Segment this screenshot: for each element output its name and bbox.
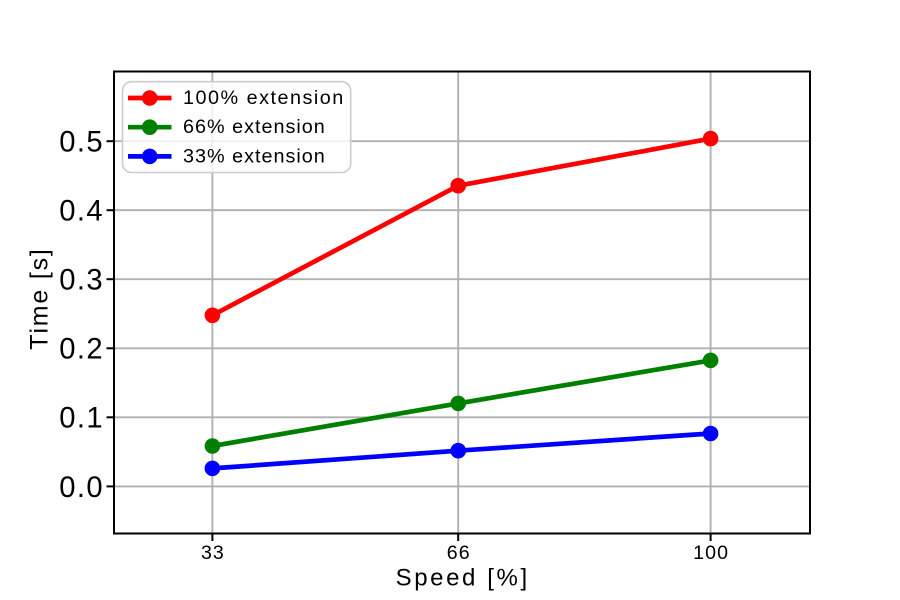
svg-text:Time [s]: Time [s] [26,247,54,349]
svg-text:66% extension: 66% extension [183,116,326,138]
svg-text:100: 100 [693,542,729,564]
svg-text:66: 66 [447,542,471,564]
svg-text:0.5: 0.5 [59,127,104,159]
svg-text:0.1: 0.1 [59,403,104,435]
svg-text:100% extension: 100% extension [183,87,345,109]
svg-text:0.4: 0.4 [59,196,104,228]
svg-text:0.0: 0.0 [59,472,104,504]
svg-text:0.3: 0.3 [59,265,104,297]
svg-text:Speed [%]: Speed [%] [396,565,530,592]
svg-text:0.2: 0.2 [59,334,104,366]
svg-text:33% extension: 33% extension [183,145,326,167]
svg-text:33: 33 [201,542,225,564]
